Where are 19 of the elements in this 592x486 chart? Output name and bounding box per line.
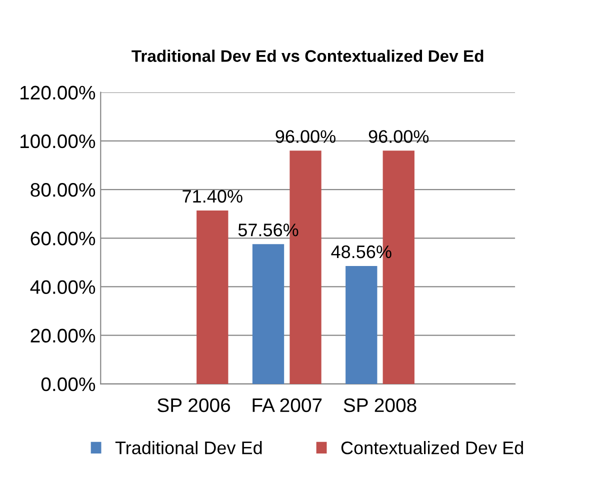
y-tick-label: 40.00% xyxy=(30,280,96,294)
x-tick-label: FA 2007 xyxy=(252,398,322,412)
bar xyxy=(196,210,228,384)
bar xyxy=(346,266,378,384)
y-tick-label: 100.00% xyxy=(20,134,96,148)
y-tick-label: 60.00% xyxy=(30,232,96,246)
chart-title: Traditional Dev Ed vs Contextualized Dev Ed xyxy=(132,50,484,62)
data-label: 71.40% xyxy=(182,190,242,203)
y-tick-label: 120.00% xyxy=(20,86,96,100)
x-tick-label: SP 2006 xyxy=(158,398,230,412)
legend-label: Traditional Dev Ed xyxy=(115,441,262,454)
x-tick-label: SP 2008 xyxy=(344,398,416,412)
y-tick-label: 20.00% xyxy=(30,328,96,343)
y-tick-label: 0.00% xyxy=(41,377,96,392)
bar xyxy=(252,244,284,384)
data-label: 96.00% xyxy=(368,130,429,143)
y-tick-label: 80.00% xyxy=(30,183,96,197)
legend-label: Contextualized Dev Ed xyxy=(341,441,523,454)
data-label: 96.00% xyxy=(276,130,336,143)
